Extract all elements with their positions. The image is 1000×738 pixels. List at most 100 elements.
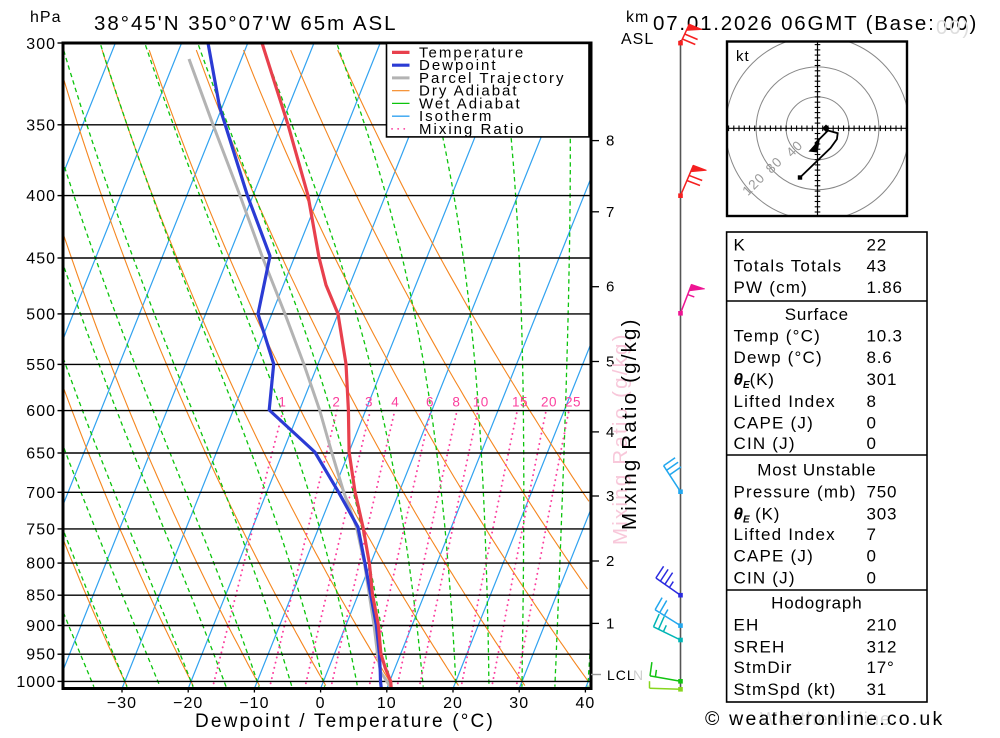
svg-text:303: 303 — [867, 504, 898, 523]
svg-text:−10: −10 — [239, 695, 269, 712]
svg-text:StmSpd (kt): StmSpd (kt) — [734, 680, 837, 699]
svg-text:31: 31 — [867, 680, 888, 699]
svg-text:301: 301 — [867, 370, 898, 389]
svg-text:Wet Adiabat: Wet Adiabat — [419, 95, 522, 112]
svg-text:350: 350 — [26, 117, 56, 134]
svg-text:Most Unstable: Most Unstable — [757, 461, 876, 480]
svg-text:LCL: LCL — [607, 667, 636, 683]
svg-text:6: 6 — [426, 395, 434, 410]
svg-text:hPa: hPa — [30, 9, 61, 26]
svg-text:Pressure (mb): Pressure (mb) — [734, 482, 857, 501]
svg-text:450: 450 — [26, 251, 56, 268]
svg-text:2: 2 — [332, 395, 340, 410]
svg-text:25: 25 — [565, 395, 581, 410]
svg-text:20: 20 — [443, 695, 463, 712]
svg-text:Dewp (°C): Dewp (°C) — [734, 348, 823, 367]
svg-text:3: 3 — [365, 395, 373, 410]
svg-text:kt: kt — [736, 48, 750, 65]
svg-text:312: 312 — [867, 638, 898, 657]
svg-text:4: 4 — [391, 395, 399, 410]
svg-text:1000: 1000 — [16, 674, 56, 691]
svg-text:Totals Totals: Totals Totals — [734, 257, 843, 276]
svg-text:0: 0 — [316, 695, 326, 712]
svg-text:750: 750 — [26, 521, 56, 538]
svg-text:Hodograph: Hodograph — [771, 594, 862, 613]
svg-text:550: 550 — [26, 357, 56, 374]
svg-text:Surface: Surface — [785, 305, 849, 324]
svg-text:Mixing Ratio: Mixing Ratio — [419, 121, 526, 138]
svg-text:800: 800 — [26, 556, 56, 573]
svg-text:500: 500 — [26, 306, 56, 323]
svg-text:Mixing Ratio (g/kg): Mixing Ratio (g/kg) — [618, 317, 641, 530]
svg-text:K: K — [734, 235, 747, 254]
svg-text:Mixing Ratio (g/kg): Mixing Ratio (g/kg) — [609, 332, 632, 545]
svg-text:1: 1 — [606, 615, 615, 632]
svg-text:07.01.2026 06GMT (Base: 00): 07.01.2026 06GMT (Base: 00) — [653, 12, 978, 35]
svg-text:1: 1 — [278, 395, 286, 410]
svg-text:5: 5 — [606, 354, 615, 371]
svg-text:EH: EH — [734, 616, 760, 635]
svg-text:300: 300 — [26, 36, 56, 53]
svg-text:1.86: 1.86 — [867, 278, 903, 297]
svg-text:Dry Adiabat: Dry Adiabat — [419, 83, 519, 100]
svg-text:CAPE (J): CAPE (J) — [734, 413, 814, 432]
svg-text:40: 40 — [576, 695, 596, 712]
svg-text:850: 850 — [26, 588, 56, 605]
svg-text:0: 0 — [867, 434, 877, 453]
svg-text:km: km — [626, 9, 649, 26]
svg-text:950: 950 — [26, 647, 56, 664]
svg-text:ASL: ASL — [621, 31, 654, 48]
svg-text:Parcel Trajectory: Parcel Trajectory — [419, 70, 566, 87]
svg-text:22: 22 — [867, 235, 888, 254]
svg-text:8: 8 — [606, 133, 615, 150]
svg-text:30: 30 — [509, 695, 529, 712]
svg-text:−30: −30 — [107, 695, 137, 712]
svg-text:3: 3 — [606, 488, 615, 505]
svg-text:750: 750 — [867, 482, 898, 501]
svg-text:Temperature: Temperature — [419, 44, 525, 61]
svg-text:210: 210 — [867, 616, 898, 635]
svg-text:Lifted Index: Lifted Index — [734, 525, 836, 544]
svg-text:400: 400 — [26, 188, 56, 205]
svg-text:N: N — [633, 667, 644, 683]
svg-text:38°45'N 350°07'W 65m ASL: 38°45'N 350°07'W 65m ASL — [94, 12, 398, 35]
svg-text:© weatheronline.co.uk: © weatheronline.co.uk — [705, 708, 944, 730]
svg-text:CIN (J): CIN (J) — [734, 434, 796, 453]
svg-text:Lifted Index: Lifted Index — [734, 392, 836, 411]
svg-text:8: 8 — [452, 395, 460, 410]
svg-text:2: 2 — [606, 553, 615, 570]
svg-text:0: 0 — [867, 546, 877, 565]
svg-text:0: 0 — [867, 413, 877, 432]
svg-text:20: 20 — [541, 395, 557, 410]
svg-text:7: 7 — [867, 525, 877, 544]
svg-text:0: 0 — [867, 568, 877, 587]
svg-text:17°: 17° — [867, 658, 895, 677]
svg-text:900: 900 — [26, 618, 56, 635]
svg-text:θE(K): θE(K) — [734, 370, 775, 391]
svg-text:CIN (J): CIN (J) — [734, 568, 796, 587]
svg-text:600: 600 — [26, 403, 56, 420]
svg-text:650: 650 — [26, 446, 56, 463]
svg-text:Dewpoint: Dewpoint — [419, 57, 498, 74]
svg-text:8: 8 — [867, 392, 877, 411]
svg-text:4: 4 — [606, 424, 615, 441]
svg-text:StmDir: StmDir — [734, 658, 793, 677]
svg-text:PW (cm): PW (cm) — [734, 278, 809, 297]
svg-text:Isotherm: Isotherm — [419, 108, 493, 125]
svg-text:θE (K): θE (K) — [734, 504, 781, 525]
svg-text:10: 10 — [473, 395, 489, 410]
svg-text:6: 6 — [606, 279, 615, 296]
svg-text:15: 15 — [512, 395, 528, 410]
svg-text:43: 43 — [867, 257, 888, 276]
svg-text:−20: −20 — [173, 695, 203, 712]
svg-text:CAPE (J): CAPE (J) — [734, 546, 814, 565]
svg-text:Dewpoint / Temperature (°C): Dewpoint / Temperature (°C) — [195, 711, 495, 732]
svg-text:10: 10 — [377, 695, 397, 712]
svg-text:SREH: SREH — [734, 638, 786, 657]
svg-text:700: 700 — [26, 485, 56, 502]
svg-text:00): 00) — [936, 16, 971, 39]
svg-text:7: 7 — [606, 204, 615, 221]
svg-text:Weatheronline: Weatheronline — [760, 709, 891, 729]
svg-text:Temp (°C): Temp (°C) — [734, 327, 822, 346]
svg-text:10.3: 10.3 — [867, 327, 903, 346]
